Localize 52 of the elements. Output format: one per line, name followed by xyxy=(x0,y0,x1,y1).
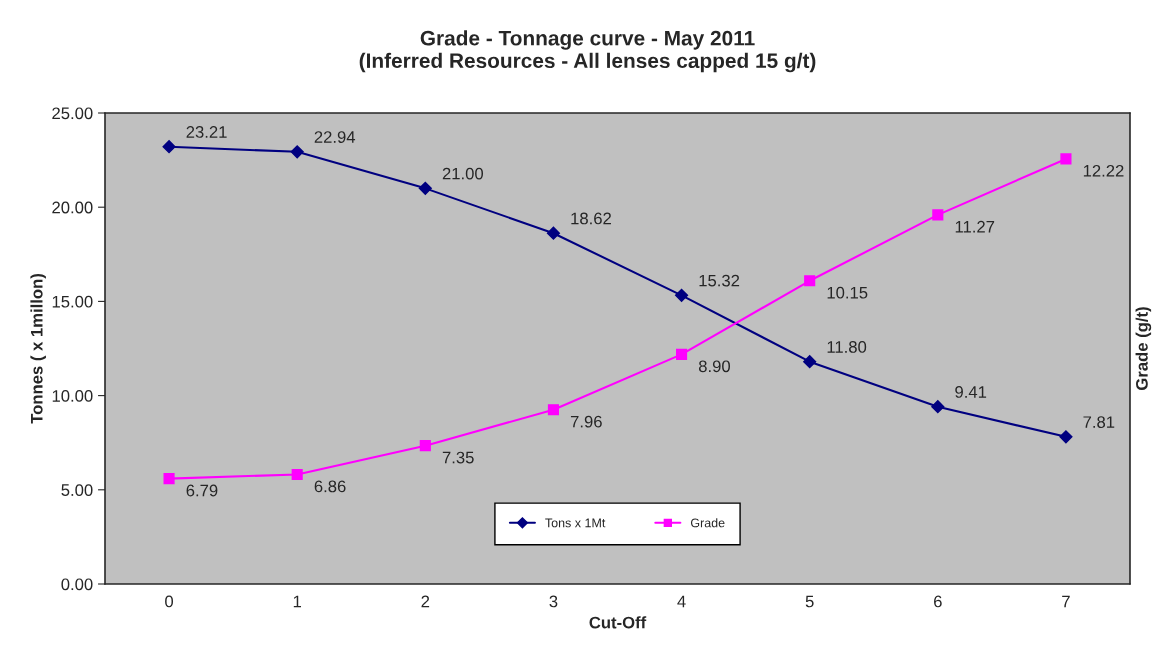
legend-label: Tons x 1Mt xyxy=(545,518,606,528)
y-tick-label: 0.00 xyxy=(61,578,93,591)
point xyxy=(290,145,304,159)
x-tick-label: 5 xyxy=(805,595,814,608)
data-label: 12.22 xyxy=(1083,164,1124,177)
data-label: 23.21 xyxy=(186,126,227,138)
y-tick-label: 15.00 xyxy=(52,295,93,308)
point xyxy=(803,355,817,369)
data-label: 7.35 xyxy=(442,451,474,464)
point xyxy=(546,226,561,240)
legend-label: Grade xyxy=(690,518,725,528)
point xyxy=(932,209,944,221)
data-label: 10.15 xyxy=(827,286,868,299)
data-label: 7.81 xyxy=(1083,416,1115,429)
point xyxy=(676,348,688,360)
point xyxy=(419,440,431,452)
point xyxy=(418,181,432,195)
y-tick-label: 20.00 xyxy=(52,201,93,214)
data-label: 15.32 xyxy=(699,274,740,287)
data-label: 8.90 xyxy=(698,360,731,373)
data-label: 21.00 xyxy=(442,167,484,180)
data-label: 22.94 xyxy=(314,131,356,143)
x-tick-label: 1 xyxy=(293,595,302,608)
point xyxy=(1060,153,1072,165)
x-tick-label: 0 xyxy=(165,595,174,608)
data-label: 18.62 xyxy=(571,212,611,225)
y2-axis-title: Grade (g/t) xyxy=(1135,307,1152,390)
x-tick-label: 2 xyxy=(421,595,430,608)
point xyxy=(163,473,175,485)
y-tick-label: 25.00 xyxy=(52,107,93,120)
y-tick-label: 10.00 xyxy=(52,390,93,402)
y-axis-title: Tonnes ( x 1millon) xyxy=(30,274,46,424)
chart-title: Grade - Tonnage curve - May 2011 (Inferred Resources - All lenses capped 15 g/t) xyxy=(359,30,816,73)
point xyxy=(1059,430,1073,444)
point xyxy=(162,140,176,154)
data-label: 11.27 xyxy=(955,220,995,233)
x-tick-label: 3 xyxy=(549,595,558,608)
data-label: 6.79 xyxy=(186,484,218,497)
data-label: 11.80 xyxy=(827,341,867,353)
data-label: 6.86 xyxy=(314,480,346,493)
y-tick-label: 5.00 xyxy=(61,484,93,496)
point xyxy=(931,400,945,414)
x-tick-label: 7 xyxy=(1062,595,1070,608)
point xyxy=(804,275,816,287)
point xyxy=(547,404,559,416)
point xyxy=(674,288,689,302)
data-label: 7.96 xyxy=(570,415,602,428)
x-axis-title: Cut-Off xyxy=(589,616,647,629)
x-tick-label: 6 xyxy=(934,595,942,608)
point xyxy=(291,468,303,481)
data-label: 9.41 xyxy=(955,386,987,398)
x-tick-label: 4 xyxy=(677,595,686,608)
